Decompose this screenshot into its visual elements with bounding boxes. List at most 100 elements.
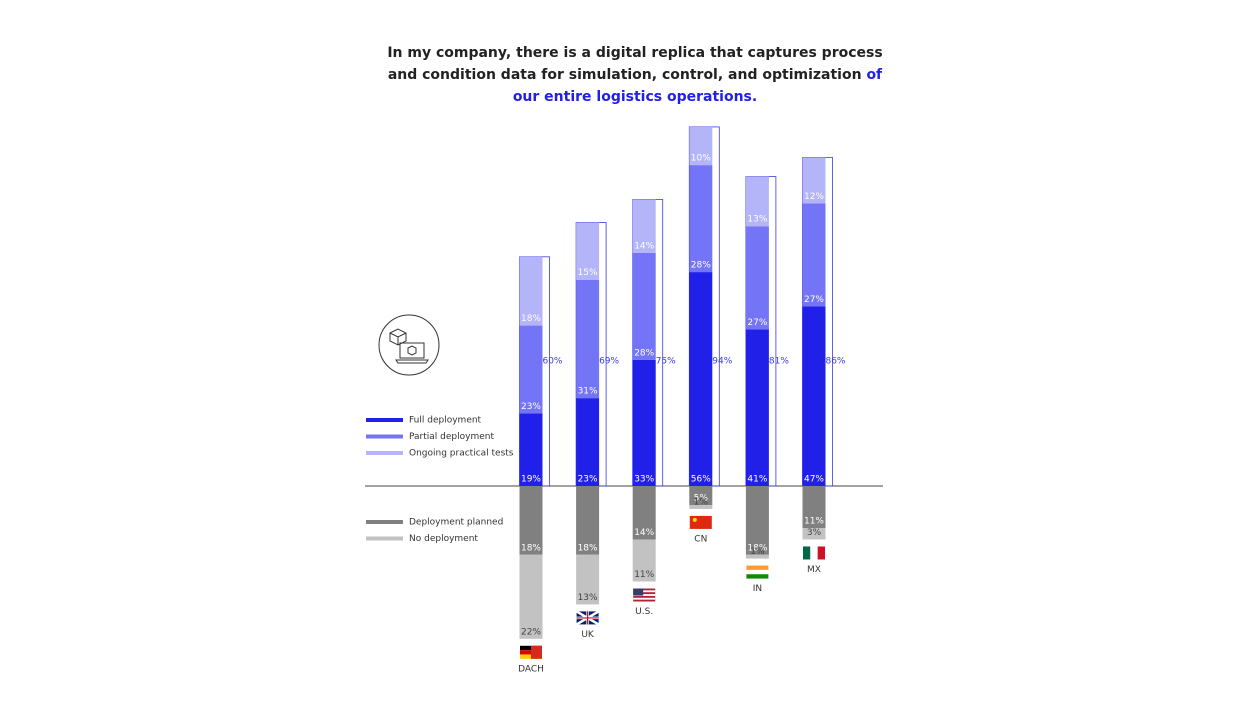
bar-segment xyxy=(802,157,826,204)
value-label: 13% xyxy=(747,215,767,225)
value-label: 56% xyxy=(691,475,711,485)
total-label: 60% xyxy=(542,357,562,367)
total-label: 75% xyxy=(656,357,676,367)
value-label: 47% xyxy=(804,475,824,485)
bar-segment xyxy=(519,413,543,486)
bar-segment xyxy=(519,325,543,414)
value-label: 5% xyxy=(694,494,709,504)
value-label: 11% xyxy=(634,570,654,580)
value-label: 33% xyxy=(634,475,654,485)
value-label: 12% xyxy=(804,192,824,202)
legend-label: Ongoing practical tests xyxy=(409,449,514,459)
value-label: 27% xyxy=(804,295,824,305)
flag-stripe xyxy=(633,597,656,600)
flag-stripe xyxy=(817,546,825,560)
bar-segment xyxy=(519,486,543,555)
value-label: 22% xyxy=(521,627,541,637)
flag xyxy=(520,645,542,659)
flag-stripe xyxy=(746,569,769,575)
value-label: 18% xyxy=(521,543,541,553)
value-label: 14% xyxy=(634,241,654,251)
title-highlight: of our entire logistics operations. xyxy=(512,67,883,105)
title-text: In my company, there is a digital replic… xyxy=(387,45,883,83)
bar-segment xyxy=(632,359,656,486)
bar-segment xyxy=(689,272,713,486)
bar-segment xyxy=(576,222,600,280)
value-label: 14% xyxy=(634,528,654,538)
value-label: 18% xyxy=(578,543,598,553)
chart-title: In my company, there is a digital replic… xyxy=(380,42,890,108)
value-label: 28% xyxy=(634,348,654,358)
flag xyxy=(689,515,712,529)
bar-segment xyxy=(576,554,600,605)
value-label: 23% xyxy=(521,402,541,412)
flag xyxy=(803,546,825,560)
flag-stripe xyxy=(810,546,818,560)
legend-label: Full deployment xyxy=(409,416,482,426)
bar-segment xyxy=(802,486,826,529)
bar-segment xyxy=(802,306,826,486)
bar-segment xyxy=(689,486,713,506)
legend-label: No deployment xyxy=(409,534,478,544)
value-label: 18% xyxy=(747,543,767,553)
bar-segment xyxy=(576,398,600,486)
category-label: CN xyxy=(694,534,707,544)
value-label: 13% xyxy=(578,593,598,603)
flag-stripe xyxy=(803,546,811,560)
total-label: 94% xyxy=(712,357,732,367)
total-label: 81% xyxy=(769,357,789,367)
total-label: 69% xyxy=(599,357,619,367)
flag-star xyxy=(692,517,697,522)
bar-segment xyxy=(576,486,600,555)
bar-segment xyxy=(745,226,769,330)
bar-segment xyxy=(519,554,543,639)
flag-stripe xyxy=(633,594,656,596)
icon xyxy=(378,314,440,376)
bar-segment xyxy=(632,539,656,582)
value-label: 1% xyxy=(694,497,709,507)
value-label: 18% xyxy=(521,314,541,324)
flag-swiss xyxy=(531,645,542,659)
bar-segment xyxy=(689,126,713,166)
flag xyxy=(633,588,656,602)
total-label: 86% xyxy=(825,357,845,367)
flag-stripe xyxy=(746,565,769,570)
bar-segment xyxy=(745,176,769,227)
bar-segment xyxy=(745,486,769,555)
bar-segment xyxy=(576,279,600,399)
bar-segment xyxy=(632,199,656,253)
category-label: UK xyxy=(581,630,595,640)
bar-segment xyxy=(802,528,826,540)
flag xyxy=(575,610,600,626)
value-label: 41% xyxy=(747,475,767,485)
bar-segment xyxy=(519,256,543,326)
flag xyxy=(746,565,769,579)
bar-segment xyxy=(745,329,769,486)
flag-stripe xyxy=(633,590,656,593)
value-label: 15% xyxy=(578,268,598,278)
value-label: 10% xyxy=(691,154,711,164)
value-label: 27% xyxy=(747,318,767,328)
category-label: MX xyxy=(807,565,821,575)
flag-cross xyxy=(576,611,599,625)
legend-label: Partial deployment xyxy=(409,432,494,442)
value-label: 28% xyxy=(691,261,711,271)
category-label: DACH xyxy=(518,664,544,674)
value-label: 19% xyxy=(521,475,541,485)
value-label: 3% xyxy=(807,528,822,538)
category-label: U.S. xyxy=(635,607,653,617)
value-label: 31% xyxy=(578,387,598,397)
flag-stripe xyxy=(746,574,769,579)
legend-label: Deployment planned xyxy=(409,518,503,528)
bar-segment xyxy=(689,505,713,509)
bar-segment xyxy=(689,165,713,273)
value-label: 23% xyxy=(578,475,598,485)
flag-canton xyxy=(633,588,644,596)
bar-segment xyxy=(632,252,656,360)
bar-segment xyxy=(745,554,769,559)
category-label: IN xyxy=(753,584,762,594)
bar-segment xyxy=(632,486,656,540)
value-label: 11% xyxy=(804,517,824,527)
bar-segment xyxy=(802,203,826,307)
